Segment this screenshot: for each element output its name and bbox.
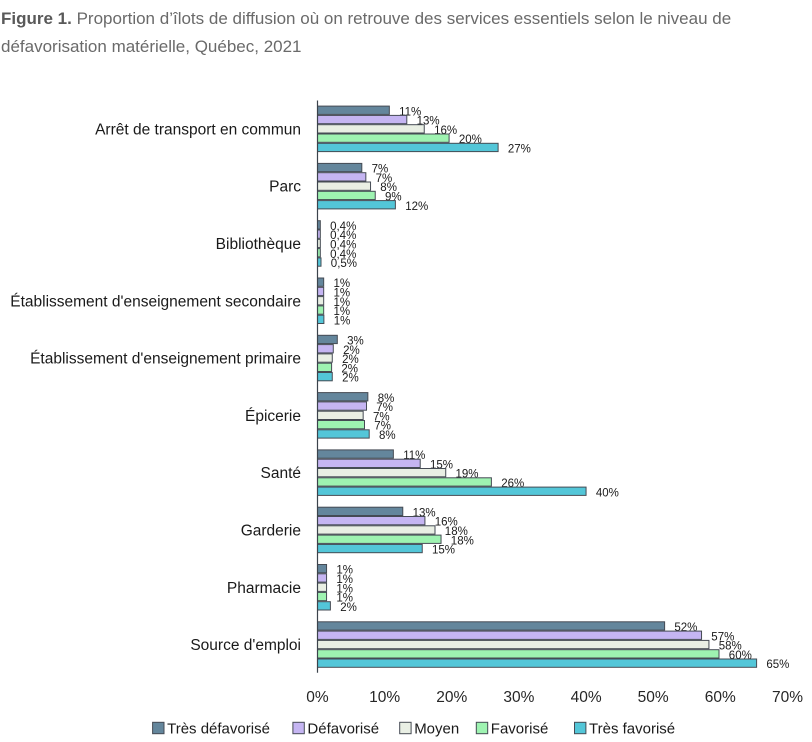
svg-text:Source d'emploi: Source d'emploi — [190, 637, 301, 654]
svg-text:57%: 57% — [711, 631, 734, 643]
svg-text:Établissement d'enseignement p: Établissement d'enseignement primaire — [30, 351, 301, 368]
svg-text:2%: 2% — [342, 354, 359, 366]
svg-text:18%: 18% — [445, 526, 468, 538]
svg-text:Santé: Santé — [260, 465, 301, 482]
svg-text:3%: 3% — [347, 335, 364, 347]
svg-text:Parc: Parc — [269, 179, 301, 196]
svg-text:60%: 60% — [705, 689, 736, 706]
svg-text:Bibliothèque: Bibliothèque — [216, 236, 301, 253]
svg-text:15%: 15% — [432, 545, 455, 557]
svg-text:Favorisé: Favorisé — [491, 720, 549, 737]
svg-text:65%: 65% — [766, 659, 789, 671]
svg-text:7%: 7% — [373, 411, 390, 423]
svg-text:1%: 1% — [334, 287, 351, 299]
svg-text:50%: 50% — [638, 689, 669, 706]
svg-text:0,4%: 0,4% — [330, 230, 356, 242]
svg-text:2%: 2% — [340, 602, 357, 614]
svg-text:Très favorisé: Très favorisé — [589, 720, 675, 737]
svg-text:0%: 0% — [306, 689, 329, 706]
svg-text:8%: 8% — [378, 393, 395, 405]
svg-text:7%: 7% — [376, 173, 393, 185]
svg-text:10%: 10% — [369, 689, 400, 706]
svg-text:7%: 7% — [372, 164, 389, 176]
svg-text:8%: 8% — [380, 182, 397, 194]
svg-text:Très défavorisé: Très défavorisé — [167, 720, 270, 737]
svg-text:Épicerie: Épicerie — [245, 408, 301, 425]
svg-text:40%: 40% — [571, 689, 602, 706]
svg-text:70%: 70% — [772, 689, 803, 706]
svg-text:2%: 2% — [342, 373, 359, 385]
svg-text:Garderie: Garderie — [241, 523, 301, 540]
svg-text:0,5%: 0,5% — [331, 258, 357, 270]
svg-text:2%: 2% — [343, 345, 360, 357]
svg-text:7%: 7% — [376, 402, 393, 414]
svg-text:2%: 2% — [341, 363, 358, 375]
svg-text:1%: 1% — [336, 583, 353, 595]
svg-text:12%: 12% — [405, 201, 428, 213]
svg-text:0,4%: 0,4% — [330, 239, 356, 251]
svg-text:Arrêt de transport en commun: Arrêt de transport en commun — [95, 121, 301, 138]
svg-text:Pharmacie: Pharmacie — [227, 580, 301, 597]
svg-text:1%: 1% — [336, 565, 353, 577]
svg-text:18%: 18% — [451, 535, 474, 547]
svg-text:1%: 1% — [336, 574, 353, 586]
svg-text:Défavorisé: Défavorisé — [307, 720, 379, 737]
svg-text:Établissement d'enseignement s: Établissement d'enseignement secondaire — [10, 293, 301, 310]
svg-text:0,4%: 0,4% — [330, 221, 356, 233]
svg-text:1%: 1% — [334, 315, 351, 327]
svg-text:30%: 30% — [503, 689, 534, 706]
svg-text:8%: 8% — [379, 430, 396, 442]
svg-text:1%: 1% — [334, 297, 351, 309]
svg-text:1%: 1% — [336, 593, 353, 605]
svg-text:16%: 16% — [435, 517, 458, 529]
svg-text:0,4%: 0,4% — [330, 249, 356, 261]
svg-text:20%: 20% — [436, 689, 467, 706]
svg-text:58%: 58% — [719, 641, 742, 653]
svg-text:1%: 1% — [334, 278, 351, 290]
svg-text:7%: 7% — [374, 421, 391, 433]
svg-text:27%: 27% — [508, 143, 531, 155]
svg-text:1%: 1% — [334, 306, 351, 318]
svg-text:Moyen: Moyen — [414, 720, 459, 737]
svg-text:40%: 40% — [596, 487, 619, 499]
